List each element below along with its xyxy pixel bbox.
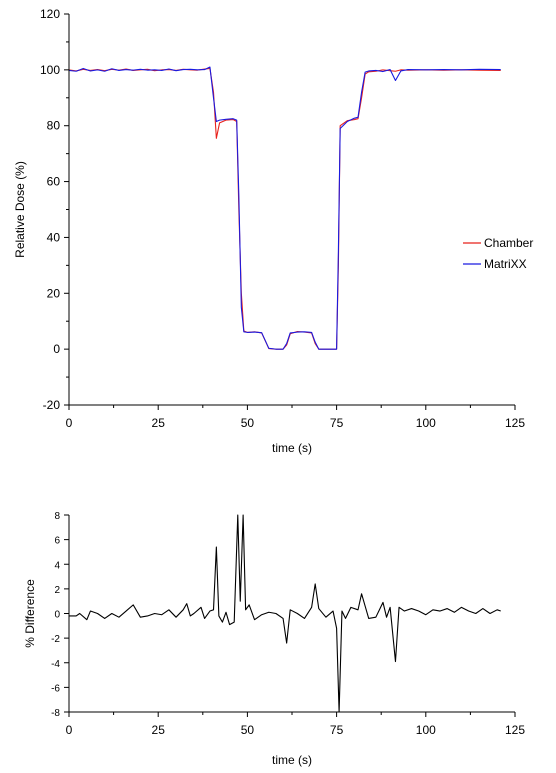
series-line-chamber	[69, 67, 501, 350]
dose-profile-x-tick-label: 125	[505, 416, 525, 430]
percent-difference-x-tick-label: 50	[241, 723, 255, 737]
percent-difference-y-tick-label: -6	[51, 683, 60, 694]
percent-difference-y-tick-label: 6	[54, 536, 60, 547]
percent-difference-x-tick-label: 0	[66, 723, 73, 737]
percent-difference-x-tick-label: 125	[505, 723, 525, 737]
percent-difference-y-tick-label: 8	[54, 511, 60, 522]
dose-profile-chart: 0 25 50 75 100 125 -20 0 20 40 60 80 100 120 time (s)…	[13, 7, 533, 455]
dose-profile-x-tick-label: 0	[66, 416, 73, 430]
dose-profile-x-tick-label: 100	[416, 416, 436, 430]
percent-difference-y-tick-label: 2	[54, 585, 60, 596]
percent-difference-y-tick-label: -4	[51, 659, 60, 670]
dose-profile-y-axis-title: Relative Dose (%)	[13, 161, 27, 258]
percent-difference-y-tick-label: 0	[54, 610, 60, 621]
dose-profile-plot-area	[69, 66, 501, 350]
series-line-difference	[69, 514, 501, 713]
percent-difference-y-tick-label: -2	[51, 634, 60, 645]
dose-profile-x-tick-label: 50	[241, 416, 255, 430]
dose-profile-y-tick-label: 60	[47, 175, 61, 189]
dose-profile-y-tick-label: 80	[47, 119, 61, 133]
percent-difference-x-tick-label: 75	[330, 723, 344, 737]
dose-profile-y-tick-label: 0	[53, 342, 60, 356]
legend-label-matrixx: MatriXX	[484, 257, 527, 271]
dose-profile-axes: 0 25 50 75 100 125 -20 0 20 40 60 80 100 120	[40, 7, 525, 430]
dose-profile-x-tick-label: 25	[152, 416, 166, 430]
percent-difference-y-axis-title: % Difference	[23, 579, 37, 648]
percent-difference-x-axis-title: time (s)	[272, 753, 312, 767]
dose-profile-y-tick-label: 40	[47, 230, 61, 244]
dose-profile-x-tick-label: 75	[330, 416, 344, 430]
percent-difference-plot-area	[69, 514, 501, 713]
dose-profile-y-tick-label: -20	[43, 398, 61, 412]
dose-profile-y-tick-label: 20	[47, 286, 61, 300]
series-line-matrixx	[69, 66, 501, 350]
percent-difference-chart: 0 25 50 75 100 125 -8 -6 -4 -2 0 2 4 6 8 time (s) % Di…	[23, 511, 525, 767]
percent-difference-y-tick-label: 4	[54, 560, 60, 571]
percent-difference-y-tick-label: -8	[51, 708, 60, 719]
dose-profile-y-tick-label: 120	[40, 7, 60, 21]
dose-profile-x-axis-title: time (s)	[272, 441, 312, 455]
percent-difference-x-tick-label: 25	[152, 723, 166, 737]
percent-difference-x-tick-label: 100	[416, 723, 436, 737]
percent-difference-axes: 0 25 50 75 100 125 -8 -6 -4 -2 0 2 4 6 8	[51, 511, 525, 737]
legend: Chamber MatriXX	[463, 236, 533, 271]
dose-profile-y-tick-label: 100	[40, 63, 60, 77]
legend-label-chamber: Chamber	[484, 236, 533, 250]
